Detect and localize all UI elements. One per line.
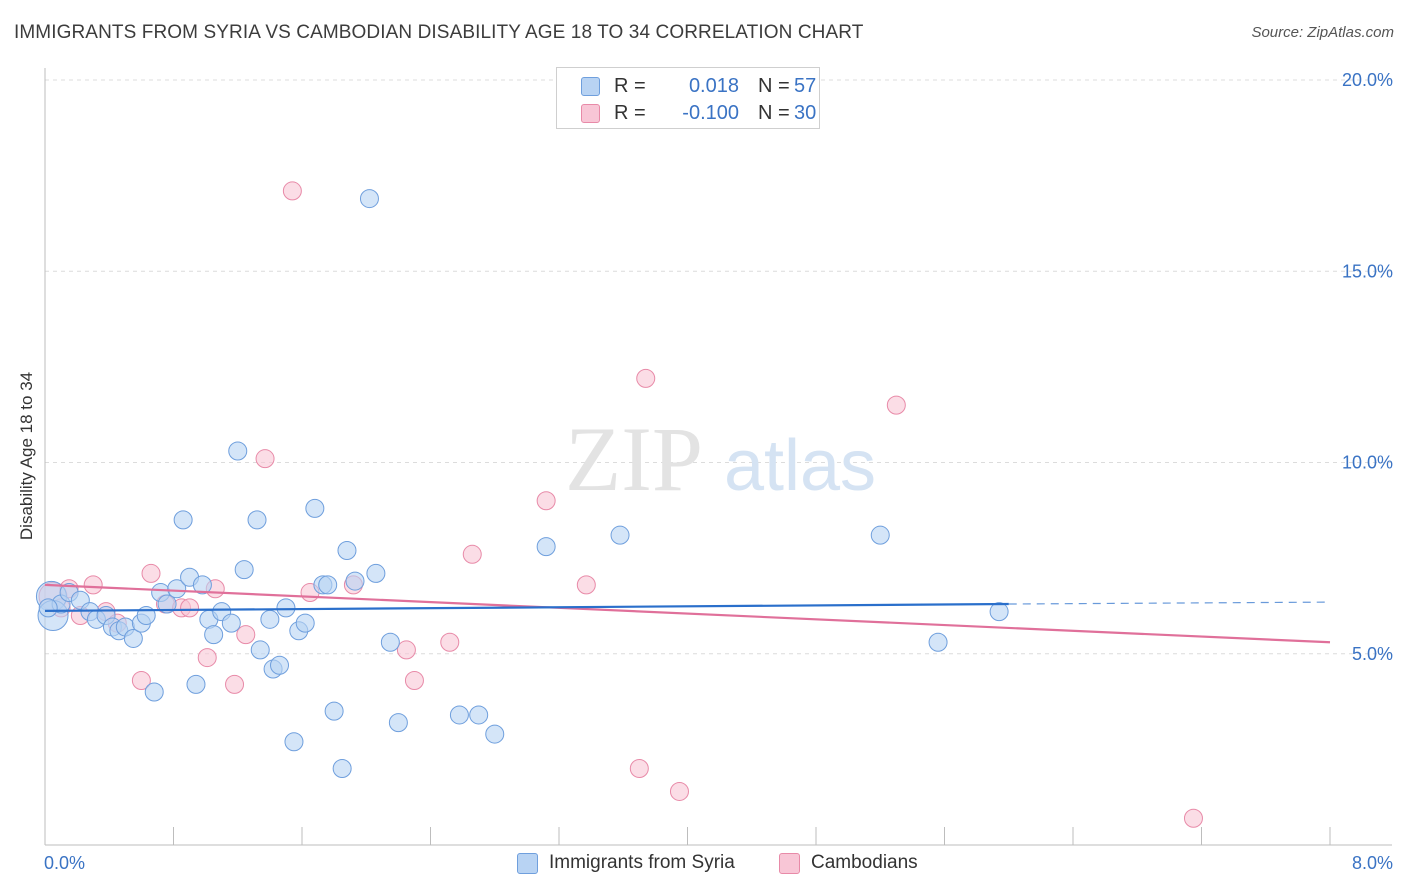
syria-point — [123, 628, 143, 648]
trend-lines — [44, 583, 1331, 644]
cambodian-point — [576, 575, 596, 595]
syria-trend-extension — [1008, 601, 1331, 605]
syria-point — [250, 640, 270, 660]
cambodian-point — [396, 640, 416, 660]
y-tick-label: 20.0% — [1342, 70, 1393, 90]
cambodian-swatch — [581, 104, 600, 123]
cambodian-point — [236, 625, 256, 645]
syria-trend-line — [44, 602, 1009, 613]
syria-point — [610, 525, 630, 545]
y-tick-label: 10.0% — [1342, 453, 1393, 473]
syria-point — [388, 713, 408, 733]
syria-point — [332, 759, 352, 778]
legend-r-label: R = — [614, 75, 646, 97]
cambodian-point — [180, 598, 200, 618]
y-tick-label: 15.0% — [1342, 261, 1393, 281]
cambodian-legend-label: Cambodians — [811, 852, 918, 873]
cambodian-point — [462, 544, 482, 564]
syria-point — [173, 510, 193, 530]
tick-labels: 5.0% 10.0% 15.0% 20.0% 0.0% 8.0% — [44, 70, 1393, 873]
y-tick-label: 5.0% — [1352, 644, 1393, 664]
syria-point — [485, 724, 505, 744]
cambodian-point — [255, 449, 275, 469]
syria-point — [38, 598, 58, 618]
correlation-legend: R = 0.018 N = 57 R = -0.100 N = 30 — [556, 67, 820, 129]
syria-point — [380, 632, 400, 652]
cambodian-point — [440, 632, 460, 652]
syria-point — [536, 537, 556, 557]
syria-point — [337, 540, 357, 560]
cambodian-point — [669, 781, 689, 801]
chart-title: IMMIGRANTS FROM SYRIA VS CAMBODIAN DISAB… — [14, 22, 864, 43]
cambodian-point — [197, 648, 217, 668]
source-label: Source: ZipAtlas.com — [1251, 24, 1394, 41]
syria-point — [284, 732, 304, 752]
syria-legend-swatch — [517, 853, 538, 874]
cambodian-point — [404, 671, 424, 691]
syria-swatch — [581, 77, 600, 96]
syria-point — [247, 510, 267, 530]
legend-r-value: -0.100 — [682, 102, 739, 124]
cambodian-point — [1183, 808, 1203, 828]
syria-point — [167, 579, 187, 599]
syria-point — [449, 705, 469, 725]
legend-r-value: 0.018 — [688, 75, 739, 97]
syria-point — [260, 609, 280, 629]
cambodian-legend-swatch — [779, 853, 800, 874]
legend-n-value: 30 — [794, 102, 817, 124]
syria-point — [157, 594, 177, 614]
watermark-atlas: atlas — [724, 426, 876, 506]
cambodian-trend-line — [44, 583, 1331, 644]
syria-point — [186, 674, 206, 694]
legend-n-label: N = — [758, 75, 790, 97]
watermark-zip: ZIP — [565, 408, 703, 510]
syria-point — [469, 705, 489, 725]
x-tick-label: 0.0% — [44, 853, 85, 873]
syria-point — [276, 598, 296, 618]
syria-point — [192, 575, 212, 595]
cambodian-point — [141, 563, 161, 583]
syria-point — [228, 441, 248, 461]
syria-point — [870, 525, 890, 545]
legend-n-label: N = — [758, 102, 790, 124]
syria-point — [221, 613, 241, 633]
syria-point — [928, 632, 948, 652]
cambodian-point — [636, 368, 656, 388]
cambodian-point — [225, 674, 245, 694]
cambodian-point — [282, 181, 302, 201]
cambodian-point — [629, 759, 649, 778]
syria-point — [345, 571, 365, 591]
syria-point — [144, 682, 164, 702]
x-tick-label: 8.0% — [1352, 853, 1393, 873]
syria-point — [234, 560, 254, 580]
axes — [44, 68, 1392, 846]
legend-r-label: R = — [614, 102, 646, 124]
syria-points — [35, 189, 1009, 778]
syria-point — [359, 189, 379, 209]
syria-point — [295, 613, 315, 633]
syria-point — [318, 575, 338, 595]
legend-n-value: 57 — [794, 75, 817, 97]
cambodian-point — [536, 491, 556, 511]
syria-legend-label: Immigrants from Syria — [549, 852, 735, 873]
syria-point — [204, 625, 224, 645]
syria-point — [324, 701, 344, 721]
syria-point — [989, 602, 1009, 622]
syria-point — [270, 655, 290, 675]
cambodian-point — [83, 575, 103, 595]
syria-point — [305, 498, 325, 518]
cambodian-point — [131, 671, 151, 691]
cambodian-point — [886, 395, 906, 415]
syria-point — [366, 563, 386, 583]
